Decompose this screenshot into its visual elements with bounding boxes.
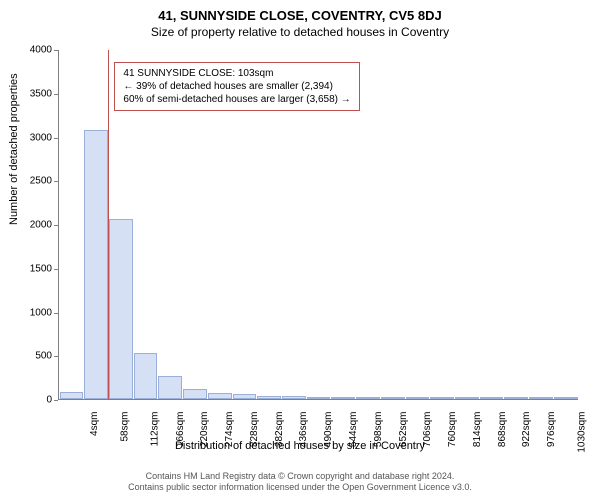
histogram-bar xyxy=(480,397,504,399)
histogram-bar xyxy=(257,396,281,399)
y-tick-label: 0 xyxy=(46,395,52,406)
chart-subtitle: Size of property relative to detached ho… xyxy=(0,23,600,39)
annotation-box: 41 SUNNYSIDE CLOSE: 103sqm ← 39% of deta… xyxy=(114,62,359,111)
annotation-line-1: 41 SUNNYSIDE CLOSE: 103sqm xyxy=(123,67,350,80)
x-axis-label: Distribution of detached houses by size … xyxy=(0,440,600,452)
histogram-bar xyxy=(60,392,84,399)
histogram-bar xyxy=(356,397,380,399)
histogram-bar xyxy=(529,397,553,399)
histogram-bar xyxy=(381,397,405,399)
chart-title: 41, SUNNYSIDE CLOSE, COVENTRY, CV5 8DJ xyxy=(0,0,600,23)
annotation-line-2: ← 39% of detached houses are smaller (2,… xyxy=(123,80,350,93)
footer-line-2: Contains public sector information licen… xyxy=(0,482,600,494)
y-tick-label: 3000 xyxy=(30,132,52,143)
footer-line-1: Contains HM Land Registry data © Crown c… xyxy=(0,471,600,483)
y-tick-label: 2500 xyxy=(30,176,52,187)
x-tick-label: 4sqm xyxy=(89,412,100,436)
histogram-bar xyxy=(134,353,158,399)
histogram-bar xyxy=(109,219,133,399)
histogram-bar xyxy=(504,397,528,399)
y-tick-label: 1000 xyxy=(30,307,52,318)
histogram-bar xyxy=(84,130,108,399)
y-tick-label: 2000 xyxy=(30,220,52,231)
footer-attribution: Contains HM Land Registry data © Crown c… xyxy=(0,471,600,494)
histogram-bar xyxy=(331,397,355,399)
y-tick-label: 3500 xyxy=(30,88,52,99)
histogram-bar xyxy=(233,394,257,399)
y-tick-label: 500 xyxy=(35,351,52,362)
histogram-bar xyxy=(406,397,430,399)
y-tick-label: 1500 xyxy=(30,263,52,274)
property-marker-line xyxy=(108,50,109,400)
histogram-bar xyxy=(183,389,207,399)
chart-plot-area: 41 SUNNYSIDE CLOSE: 103sqm ← 39% of deta… xyxy=(58,50,578,400)
histogram-bar xyxy=(307,397,331,399)
histogram-bar xyxy=(430,397,454,399)
histogram-bar xyxy=(208,393,232,399)
annotation-line-3: 60% of semi-detached houses are larger (… xyxy=(123,93,350,106)
y-tick-label: 4000 xyxy=(30,45,52,56)
histogram-bar xyxy=(158,376,182,399)
y-axis-label: Number of detached properties xyxy=(8,73,20,225)
histogram-bar xyxy=(282,396,306,399)
histogram-bar xyxy=(554,397,578,399)
histogram-bar xyxy=(455,397,479,399)
x-tick-label: 58sqm xyxy=(120,412,131,442)
